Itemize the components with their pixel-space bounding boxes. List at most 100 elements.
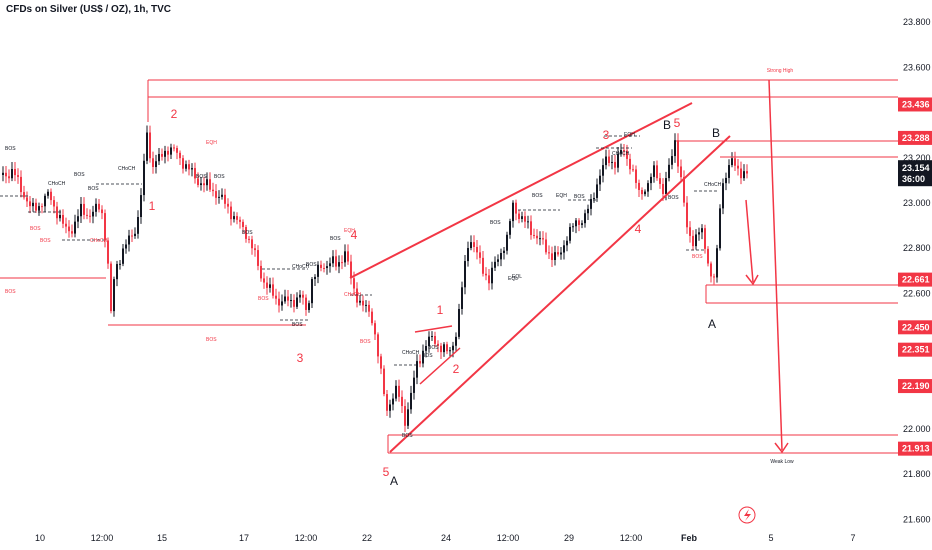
candle-body <box>737 165 739 169</box>
candle-body <box>446 344 448 352</box>
candle <box>47 189 49 199</box>
candle-body <box>98 203 100 210</box>
candle <box>725 172 727 191</box>
candle <box>596 178 598 202</box>
candle-body <box>170 147 172 155</box>
price-badge-bg <box>898 272 932 287</box>
candle <box>713 273 715 285</box>
candle <box>317 261 319 284</box>
structure-tag: BOS <box>258 296 269 302</box>
candle-body <box>581 223 583 225</box>
candle <box>458 303 460 340</box>
candle <box>347 244 349 265</box>
candle-body <box>308 303 310 310</box>
candle <box>677 133 679 173</box>
price-badge-bg <box>898 379 932 394</box>
candle <box>575 217 577 234</box>
candle-body <box>443 344 445 353</box>
candle <box>731 152 733 168</box>
candle <box>602 158 604 183</box>
candle-body <box>8 176 10 179</box>
candle-body <box>131 235 133 237</box>
candle-body <box>146 132 148 161</box>
structure-tag: BOS <box>74 172 85 178</box>
candle <box>557 246 559 257</box>
candle <box>119 259 121 270</box>
candle-body <box>725 177 727 184</box>
candle <box>191 163 193 177</box>
candle <box>272 277 274 299</box>
candle <box>326 260 328 275</box>
candle <box>248 235 250 244</box>
candle <box>719 204 721 251</box>
price-tick: 21.800 <box>903 469 931 479</box>
price-badge[interactable]: 23.288 <box>898 130 932 145</box>
time-axis[interactable]: 10 12:00 15 17 12:00 22 24 12:00 29 12:00 Feb 5 7 <box>35 506 856 543</box>
candle-body <box>26 197 28 202</box>
candle <box>656 160 658 181</box>
candle-body <box>11 168 13 179</box>
candle <box>518 209 520 224</box>
structure-tag: EQH <box>556 193 567 199</box>
candle <box>197 172 199 188</box>
price-badge[interactable]: 22.190 <box>898 379 932 394</box>
candle-body <box>44 195 46 207</box>
price-badge[interactable]: 22.450 <box>898 320 932 335</box>
lightning-alert-icon[interactable] <box>738 506 756 524</box>
candle <box>365 300 367 313</box>
candle <box>506 231 508 255</box>
candle-body <box>377 334 379 357</box>
candle-body <box>311 279 313 304</box>
candle <box>746 164 748 179</box>
candle <box>215 184 217 205</box>
candle <box>584 209 586 228</box>
candle-body <box>200 183 202 186</box>
candle <box>104 209 106 248</box>
candle-body <box>38 206 40 211</box>
candle-body <box>302 294 304 298</box>
chart-title: CFDs on Silver (US$ / OZ), 1h, TVC <box>6 4 172 15</box>
price-badge[interactable]: 23.436 <box>898 97 932 112</box>
candle-body <box>701 228 703 233</box>
candle-body <box>611 161 613 163</box>
candle-body <box>620 150 622 154</box>
candle-body <box>41 206 43 208</box>
price-axis[interactable]: 23.800 23.600 23.200 23.000 22.800 22.600 22.0… <box>898 17 932 524</box>
candle-body <box>569 227 571 241</box>
candle-body <box>707 248 709 264</box>
price-badge[interactable]: 22.661 <box>898 272 932 287</box>
candle <box>35 198 37 213</box>
price-badge[interactable]: 21.913 <box>898 441 932 456</box>
candle-body <box>218 196 220 198</box>
candle-body <box>290 300 292 302</box>
candle <box>332 250 334 268</box>
candle <box>62 209 64 229</box>
candle-body <box>197 178 199 186</box>
candle <box>239 216 241 229</box>
structure-tag: CHoCH <box>704 182 722 188</box>
candle <box>380 353 382 375</box>
candle <box>407 402 409 430</box>
wave-label: 3 <box>297 351 304 365</box>
candle-body <box>398 385 400 397</box>
candle <box>440 342 442 360</box>
candle <box>146 125 148 165</box>
candle-body <box>686 202 688 228</box>
candle-body <box>710 263 712 277</box>
candle-body <box>266 282 268 288</box>
candle <box>26 191 28 208</box>
candle <box>428 331 430 353</box>
time-tick: 17 <box>239 533 249 543</box>
candle-body <box>47 191 49 196</box>
candle <box>566 236 568 252</box>
candle-body <box>449 350 451 352</box>
candle-body <box>557 252 559 255</box>
candle-body <box>272 284 274 296</box>
candle <box>53 196 55 214</box>
price-badge[interactable]: 22.351 <box>898 342 932 357</box>
candle-body <box>362 300 364 306</box>
candle-body <box>50 191 52 201</box>
candle-body <box>656 165 658 179</box>
